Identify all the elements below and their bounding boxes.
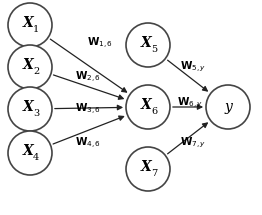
Circle shape: [126, 85, 170, 129]
Circle shape: [8, 87, 52, 131]
Text: $\mathbf{W}_{2,6}$: $\mathbf{W}_{2,6}$: [75, 69, 101, 84]
Text: 7: 7: [151, 169, 157, 178]
Text: 1: 1: [33, 25, 39, 34]
Text: $\mathbf{W}_{6,y}$: $\mathbf{W}_{6,y}$: [177, 96, 203, 110]
Circle shape: [8, 3, 52, 47]
Text: 4: 4: [33, 152, 39, 161]
Text: X: X: [23, 58, 33, 72]
Text: 6: 6: [151, 106, 157, 115]
Circle shape: [8, 131, 52, 175]
Circle shape: [126, 147, 170, 191]
Text: $\mathbf{W}_{7,y}$: $\mathbf{W}_{7,y}$: [180, 136, 206, 150]
Text: $\mathbf{W}_{5,y}$: $\mathbf{W}_{5,y}$: [180, 60, 206, 74]
Text: X: X: [141, 160, 151, 174]
Text: X: X: [141, 36, 151, 50]
Text: y: y: [224, 100, 232, 114]
Text: $\mathbf{W}_{4,6}$: $\mathbf{W}_{4,6}$: [75, 135, 101, 150]
Text: X: X: [141, 98, 151, 112]
Text: X: X: [23, 16, 33, 30]
Text: X: X: [23, 100, 33, 114]
Text: 5: 5: [151, 45, 157, 54]
Text: 2: 2: [33, 66, 39, 75]
Text: 3: 3: [33, 109, 39, 118]
Circle shape: [126, 23, 170, 67]
Circle shape: [206, 85, 250, 129]
Text: $\mathbf{W}_{3,6}$: $\mathbf{W}_{3,6}$: [75, 101, 101, 117]
Text: $\mathbf{W}_{1,6}$: $\mathbf{W}_{1,6}$: [87, 35, 113, 51]
Text: X: X: [23, 144, 33, 158]
Circle shape: [8, 45, 52, 89]
